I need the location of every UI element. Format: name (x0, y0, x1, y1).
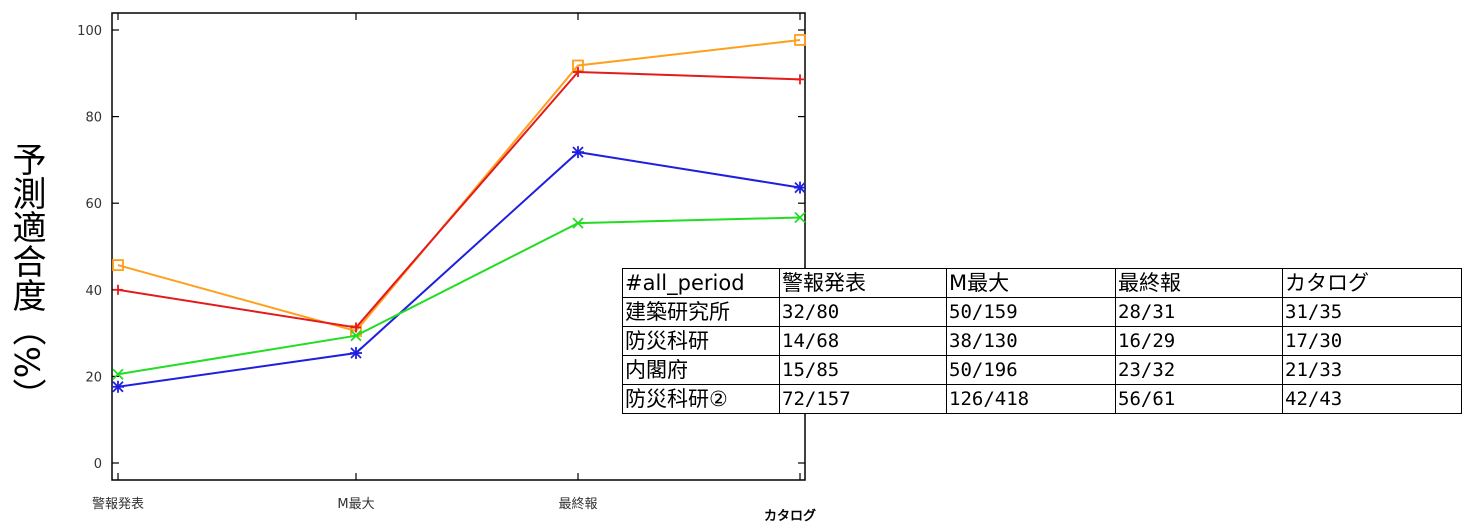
table-cell: 28/31 (1115, 297, 1283, 327)
data-point (113, 284, 123, 295)
data-point (794, 211, 806, 224)
series-layer (112, 34, 806, 393)
table-cell: 建築研究所 (622, 297, 780, 327)
x-tick-label: M最大 (337, 497, 374, 512)
table-cell: 56/61 (1115, 384, 1283, 414)
x-tick-label: 警報発表 (92, 496, 144, 512)
y-axis-label: 予測適合度（%） (6, 142, 46, 413)
x-axis-ticks: 警報発表 M最大 最終報 (92, 13, 801, 512)
y-tick-label: 40 (85, 284, 102, 299)
data-point (112, 368, 124, 380)
series-line (117, 70, 801, 329)
series-line (117, 151, 801, 388)
data-point (112, 259, 124, 272)
table-header-row: #all_period 警報発表 M最大 最終報 カタログ (622, 268, 1462, 298)
table-cell: 内閣府 (622, 355, 780, 385)
series-line (117, 216, 801, 376)
table-cell: 50/159 (946, 297, 1116, 327)
table-cell: 32/80 (779, 297, 947, 327)
data-point (573, 67, 583, 78)
table-row: 内閣府 15/85 50/196 23/32 21/33 (622, 355, 1462, 385)
table-cell: 23/32 (1115, 355, 1283, 385)
data-table: #all_period 警報発表 M最大 最終報 カタログ 建築研究所 32/8… (622, 268, 1462, 414)
table-cell: 50/196 (946, 355, 1116, 385)
bottom-category-note: カタログ (764, 509, 817, 524)
data-point (350, 347, 362, 360)
table-cell: 21/33 (1282, 355, 1462, 385)
table-row: 防災科研② 72/157 126/418 56/61 42/43 (622, 384, 1462, 414)
series-3 (112, 146, 806, 393)
data-point (572, 146, 584, 159)
series-4 (112, 211, 806, 380)
y-tick-label: 80 (85, 111, 102, 126)
table-row: 防災科研 14/68 38/130 16/29 17/30 (622, 326, 1462, 356)
table-cell: 15/85 (779, 355, 947, 385)
table-row: 建築研究所 32/80 50/159 28/31 31/35 (622, 297, 1462, 327)
table-header-cell: M最大 (946, 268, 1116, 298)
series-2 (113, 67, 805, 333)
table-cell: 72/157 (779, 384, 947, 414)
plot-frame (111, 12, 806, 481)
table-cell: 17/30 (1282, 326, 1462, 356)
table-header-cell: 警報発表 (779, 268, 947, 298)
table-header-cell: カタログ (1282, 268, 1462, 298)
table-cell: 防災科研② (622, 384, 780, 414)
table-cell: 31/35 (1282, 297, 1462, 327)
table-cell: 126/418 (946, 384, 1116, 414)
table-header-cell: 最終報 (1115, 268, 1283, 298)
table-cell: 16/29 (1115, 326, 1283, 356)
y-tick-label: 60 (85, 197, 102, 212)
data-point (350, 330, 362, 342)
data-point (794, 34, 806, 46)
table-cell: 14/68 (779, 326, 947, 356)
table-cell: 38/130 (946, 326, 1116, 356)
data-point (795, 74, 805, 85)
data-point (572, 217, 584, 229)
x-tick-label: 最終報 (558, 496, 597, 512)
y-tick-label: 100 (77, 24, 102, 39)
table-cell: 42/43 (1282, 384, 1462, 414)
data-point (794, 181, 806, 194)
y-axis-ticks: 0 20 40 60 80 100 (77, 24, 805, 472)
table-header-cell: #all_period (622, 268, 780, 298)
table-cell: 防災科研 (622, 326, 780, 356)
data-point (351, 322, 361, 333)
data-point (112, 380, 124, 393)
y-tick-label: 0 (94, 457, 102, 472)
y-tick-label: 20 (85, 370, 102, 385)
